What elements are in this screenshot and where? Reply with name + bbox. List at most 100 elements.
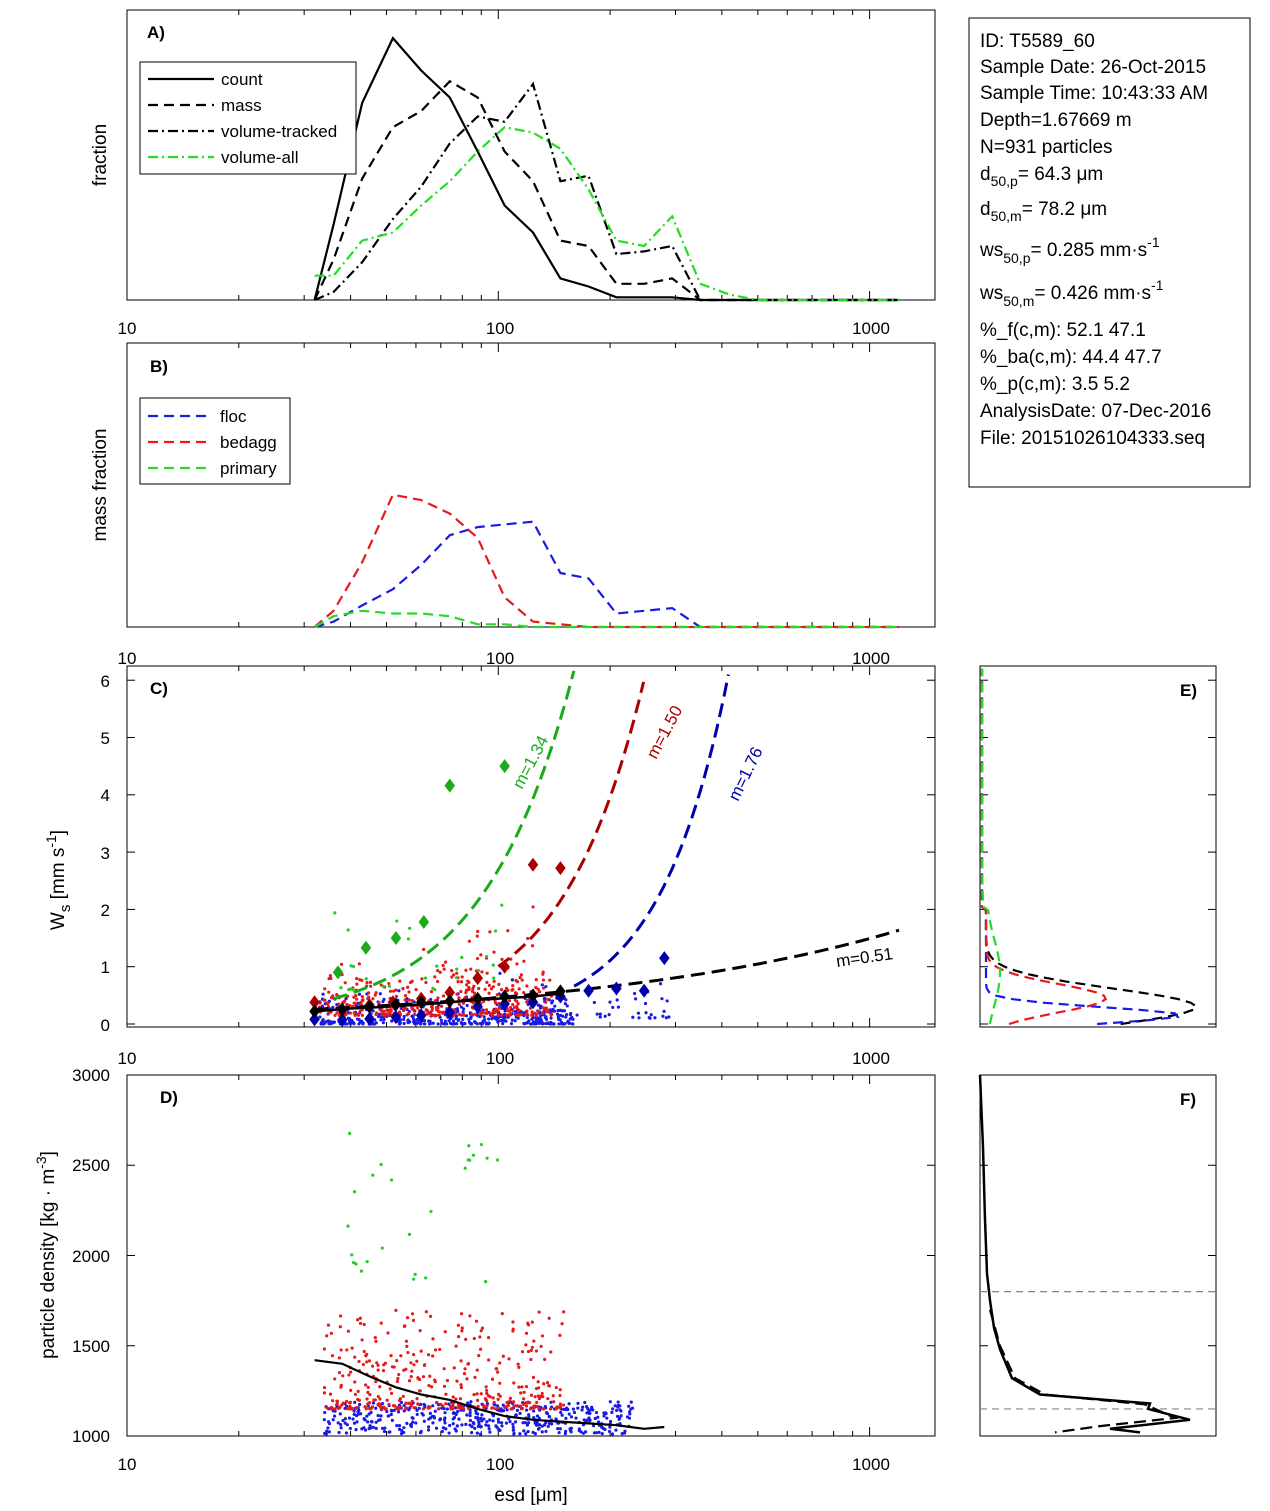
panel-d-ytick-2500: 2500: [72, 1156, 110, 1175]
floc-point: [390, 1019, 394, 1023]
floc-point: [355, 1420, 359, 1424]
floc-point: [544, 1421, 548, 1425]
bedagg-point: [509, 957, 513, 961]
bedagg-point: [552, 1400, 556, 1404]
bedagg-point: [429, 1385, 434, 1389]
bedagg-point: [344, 1399, 349, 1404]
bedagg-point: [406, 1350, 410, 1355]
series-volume-tracked: [314, 81, 899, 302]
floc-point: [475, 1022, 479, 1026]
bedagg-point: [528, 1006, 533, 1010]
bedagg-point: [509, 1407, 513, 1411]
bedagg-point: [538, 990, 542, 994]
floc-point: [408, 1406, 412, 1410]
floc-point: [544, 1429, 548, 1434]
floc-point: [477, 1420, 481, 1424]
panel-c-fit-curves: [314, 670, 900, 1013]
bedagg-point: [542, 1382, 546, 1386]
bedagg-point: [497, 1006, 501, 1010]
bedagg-point: [330, 1354, 335, 1358]
bedagg-point: [393, 1404, 397, 1408]
primary-point: [455, 967, 459, 971]
bedagg-point: [547, 1316, 551, 1320]
bedagg-point: [354, 1406, 358, 1410]
bedagg-point: [485, 1404, 489, 1408]
floc-point: [499, 1019, 503, 1023]
info-pp: %_p(c,m): 3.5 5.2: [980, 374, 1130, 395]
bedagg-point: [442, 967, 446, 971]
panel-c-bin-means: [309, 759, 670, 1027]
bedagg-point: [548, 1407, 553, 1411]
bedagg-point: [373, 1336, 377, 1340]
bedagg-point: [524, 1013, 528, 1017]
floc-point: [563, 1002, 567, 1006]
bedagg-point: [459, 1013, 464, 1017]
floc-point: [473, 1020, 477, 1024]
floc-point: [494, 1424, 498, 1428]
info-box: ID: T5589_60 Sample Date: 26-Oct-2015 Sa…: [968, 17, 1251, 488]
bedagg-point: [485, 980, 489, 984]
floc-point: [567, 1021, 572, 1025]
info-d50p: d50,p= 64.3 μm: [980, 164, 1103, 189]
bedagg-point: [460, 1329, 464, 1333]
floc-point: [548, 1008, 552, 1012]
floc-point: [501, 1022, 505, 1026]
primary-point: [365, 1260, 369, 1264]
floc-point: [516, 1016, 520, 1020]
bedagg-point: [333, 1407, 337, 1411]
floc-point: [488, 1430, 492, 1434]
bedagg-point: [544, 1006, 548, 1010]
floc-point: [614, 1428, 618, 1432]
floc-point: [402, 1409, 406, 1413]
bedagg-point: [543, 1357, 547, 1361]
floc-point: [622, 1431, 627, 1435]
floc-point: [619, 1409, 623, 1413]
primary-point: [395, 919, 399, 923]
info-ws50m-sub: 50,m: [1003, 293, 1034, 309]
bedagg-point: [532, 1339, 536, 1343]
info-ws50m-sup: -1: [1151, 277, 1164, 293]
panel-d-ytick-2000: 2000: [72, 1247, 110, 1266]
bedagg-point: [507, 1013, 512, 1017]
panel-e-label: E): [1180, 681, 1197, 700]
series-volume-all: [314, 126, 899, 302]
floc-point: [546, 1424, 550, 1428]
bedagg-point: [497, 982, 501, 986]
bedagg-point: [399, 1354, 403, 1358]
panel-c-label: C): [150, 679, 168, 698]
bedagg-point: [361, 1362, 365, 1367]
floc-point: [544, 1015, 548, 1019]
floc-point: [488, 1418, 492, 1422]
bedagg-point: [480, 970, 484, 974]
floc-point: [370, 1420, 374, 1424]
bedagg-point: [353, 1380, 357, 1384]
bedagg-point: [418, 1389, 422, 1393]
bedagg-point: [496, 1370, 500, 1374]
floc-point: [585, 1406, 590, 1411]
bedagg-point: [354, 994, 358, 998]
bedagg-point: [349, 1388, 353, 1393]
bedagg-point: [526, 1349, 531, 1354]
floc-point: [608, 1000, 612, 1004]
floc-point: [580, 1408, 584, 1412]
floc-point: [433, 1409, 437, 1413]
floc-point: [327, 1430, 331, 1434]
floc-point: [526, 1421, 531, 1425]
primary-point: [413, 1272, 417, 1276]
floc-point: [351, 1417, 355, 1421]
floc-point: [557, 1022, 561, 1026]
bedagg-point: [472, 1393, 476, 1397]
floc-point: [440, 1021, 444, 1025]
floc-point: [412, 1021, 417, 1025]
bedagg-bin-diamond: [309, 995, 320, 1010]
bedagg-point: [411, 1007, 415, 1011]
panel-d: D) particle density [kg · m-3] 1000 1500…: [33, 1066, 936, 1506]
floc-point: [511, 1422, 515, 1426]
bedagg-point: [437, 1407, 441, 1411]
floc-point: [378, 1418, 382, 1422]
bedagg-point: [532, 1404, 537, 1408]
bedagg-point: [389, 1009, 393, 1013]
bedagg-point: [403, 1324, 407, 1328]
bedagg-point: [456, 979, 460, 984]
floc-point: [514, 1413, 518, 1417]
